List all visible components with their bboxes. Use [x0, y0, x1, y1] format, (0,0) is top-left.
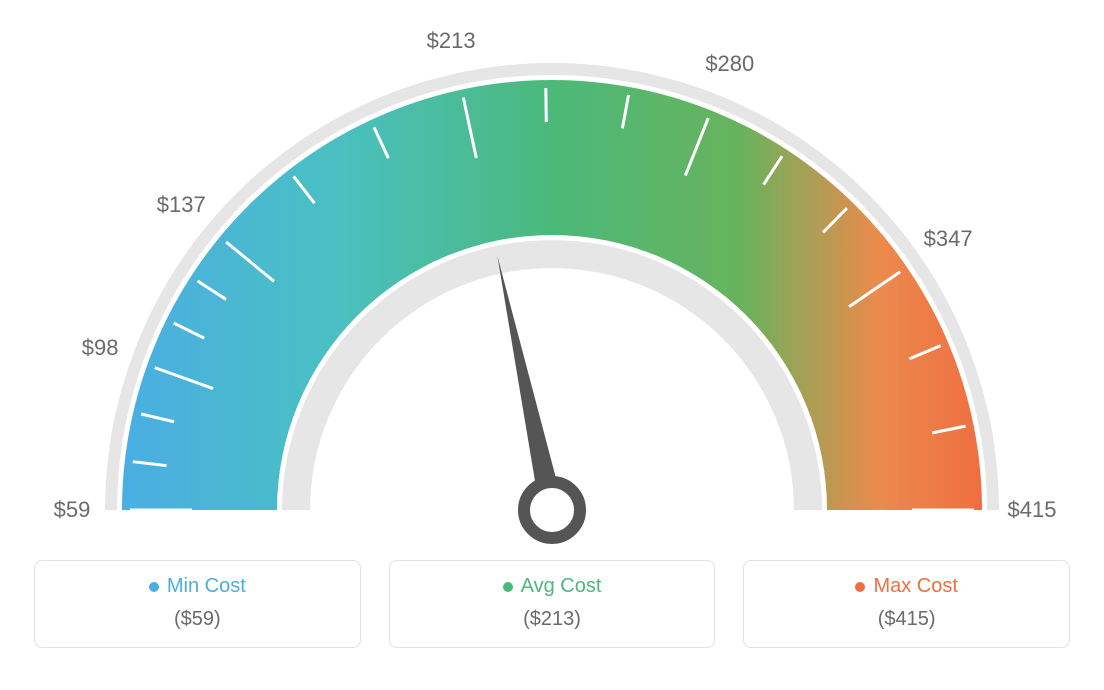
legend-card-avg: Avg Cost ($213) [389, 560, 716, 648]
legend-dot-icon [503, 582, 513, 592]
gauge-tick-label: $415 [1008, 497, 1057, 523]
gauge-tick-label: $280 [705, 51, 754, 77]
gauge-tick-label: $137 [157, 192, 206, 218]
gauge-svg [0, 0, 1104, 560]
legend-value: ($59) [45, 608, 350, 631]
legend-dot-icon [855, 582, 865, 592]
legend-row: Min Cost ($59) Avg Cost ($213) Max Cost … [0, 560, 1104, 648]
gauge-tick-label: $98 [82, 335, 119, 361]
legend-label: Avg Cost [521, 575, 602, 598]
legend-label: Min Cost [167, 575, 246, 598]
gauge-tick-label: $213 [427, 28, 476, 54]
legend-dot-icon [149, 582, 159, 592]
gauge-tick-label: $59 [54, 497, 91, 523]
legend-value: ($415) [754, 608, 1059, 631]
gauge-tick-label: $347 [924, 226, 973, 252]
legend-label: Max Cost [873, 575, 957, 598]
legend-card-max: Max Cost ($415) [743, 560, 1070, 648]
gauge-chart: $59 $98 $137 $213 $280 $347 $415 [0, 0, 1104, 560]
legend-card-min: Min Cost ($59) [34, 560, 361, 648]
legend-value: ($213) [400, 608, 705, 631]
